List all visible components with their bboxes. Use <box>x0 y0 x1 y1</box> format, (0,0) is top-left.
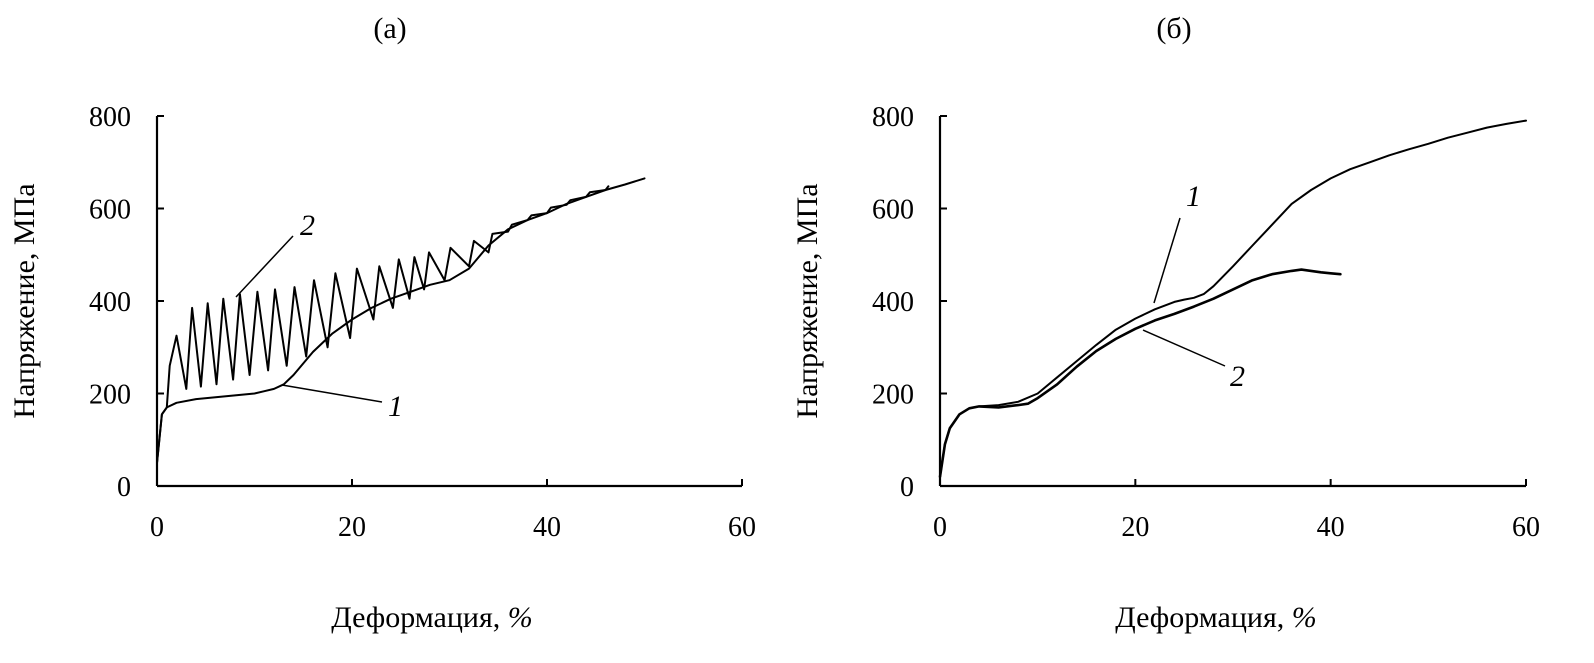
x-tick-label-3: 60 <box>1512 512 1540 543</box>
series-2-leader <box>1142 329 1226 367</box>
y-tick-label-2: 400 <box>872 287 914 318</box>
tick-marks <box>939 115 1527 487</box>
series-group <box>938 119 1527 479</box>
series-1-label: 1 <box>1186 180 1201 213</box>
y-tick-label-3: 600 <box>872 195 914 226</box>
tick-marks <box>156 115 743 487</box>
series-1-line <box>939 119 1527 478</box>
series-group <box>156 177 646 464</box>
x-tick-label-1: 20 <box>1121 512 1149 543</box>
series-1-label: 1 <box>388 390 403 423</box>
x-tick-label-2: 40 <box>533 512 561 543</box>
x-tick-label-0: 0 <box>933 512 947 543</box>
y-tick-label-4: 800 <box>872 102 914 133</box>
y-tick-label-2: 400 <box>89 287 131 318</box>
y-tick-label-4: 800 <box>89 102 131 133</box>
series-2-line <box>938 268 1342 479</box>
y-axis-title: Напряжение, МПа <box>8 183 41 418</box>
y-tick-label-0: 0 <box>117 472 131 503</box>
series-2-label: 2 <box>300 209 315 242</box>
x-tick-label-0: 0 <box>150 512 164 543</box>
x-axis-title-unit: % <box>508 601 533 634</box>
series-1-leader <box>1153 217 1181 304</box>
x-axis-title: Деформация, % <box>1115 601 1317 634</box>
x-tick-label-2: 40 <box>1317 512 1345 543</box>
y-tick-label-1: 200 <box>89 380 131 411</box>
series-2-leader <box>235 235 294 298</box>
y-tick-label-3: 600 <box>89 195 131 226</box>
x-tick-label-3: 60 <box>728 512 756 543</box>
panel-label: (а) <box>373 12 406 45</box>
x-axis-title-text: Деформация, <box>331 601 500 634</box>
y-tick-label-0: 0 <box>900 472 914 503</box>
series-2-line <box>156 185 610 464</box>
x-axis-title-text: Деформация, <box>1115 601 1284 634</box>
y-axis-title: Напряжение, МПа <box>791 183 824 418</box>
series-1-leader <box>281 384 383 403</box>
x-axis-title: Деформация, % <box>331 601 533 634</box>
series-1-line <box>156 177 646 464</box>
y-tick-label-1: 200 <box>872 380 914 411</box>
series-2-label: 2 <box>1230 360 1245 393</box>
panel-label: (б) <box>1156 12 1191 45</box>
x-tick-label-1: 20 <box>338 512 366 543</box>
x-axis-title-unit: % <box>1292 601 1317 634</box>
